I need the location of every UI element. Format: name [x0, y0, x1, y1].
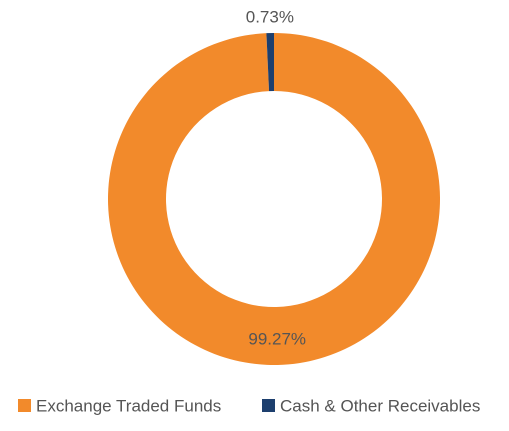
- donut-slice: [107, 33, 440, 366]
- donut-slice: [266, 33, 274, 92]
- legend-label: Exchange Traded Funds: [36, 396, 221, 415]
- data-label: 99.27%: [248, 329, 306, 348]
- legend-swatch: [262, 399, 275, 412]
- data-label: 0.73%: [246, 8, 294, 27]
- legend-swatch: [18, 399, 31, 412]
- legend-label: Cash & Other Receivables: [280, 396, 480, 415]
